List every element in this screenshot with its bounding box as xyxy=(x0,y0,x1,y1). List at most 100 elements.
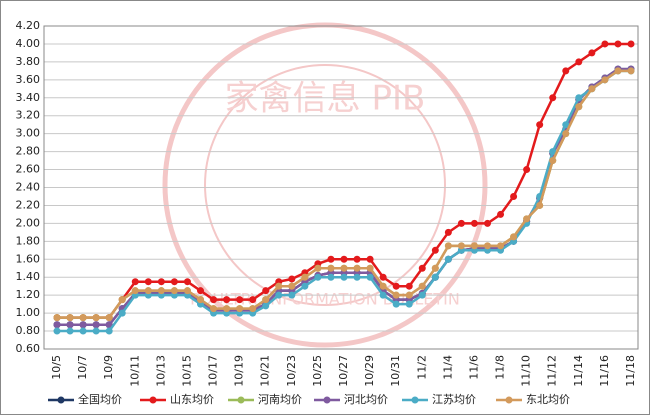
point xyxy=(444,242,452,250)
x-tick-label: 10/29 xyxy=(363,355,376,387)
y-tick-label: 0.60 xyxy=(16,342,41,355)
point xyxy=(144,278,152,286)
point xyxy=(223,305,231,313)
point xyxy=(53,321,61,329)
y-tick-label: 1.60 xyxy=(16,252,41,265)
x-tick-label: 11/4 xyxy=(441,355,454,380)
x-tick-label: 10/9 xyxy=(102,355,115,380)
point xyxy=(249,305,257,313)
point xyxy=(431,273,439,281)
point xyxy=(314,264,322,272)
point xyxy=(157,278,165,286)
x-tick-label: 11/6 xyxy=(467,355,480,380)
point xyxy=(301,282,309,290)
point xyxy=(118,296,126,304)
point xyxy=(170,278,178,286)
point xyxy=(379,282,387,290)
point xyxy=(197,287,204,295)
legend-marker xyxy=(411,396,419,404)
point xyxy=(210,305,218,313)
legend-label: 河北均价 xyxy=(344,393,388,406)
point xyxy=(405,291,413,299)
point xyxy=(418,291,426,299)
x-tick-label: 11/14 xyxy=(572,355,585,387)
point xyxy=(379,291,387,299)
point xyxy=(562,121,570,129)
point xyxy=(53,327,61,335)
point xyxy=(262,296,270,304)
point xyxy=(105,314,113,322)
point xyxy=(236,305,244,313)
point xyxy=(497,210,505,218)
x-tick-label: 10/13 xyxy=(154,355,167,387)
x-tick-label: 11/8 xyxy=(494,355,507,380)
x-tick-label: 10/19 xyxy=(233,355,246,387)
y-tick-label: 3.40 xyxy=(16,91,41,104)
point xyxy=(340,264,348,272)
y-tick-label: 1.00 xyxy=(16,306,41,319)
point xyxy=(366,255,374,263)
point xyxy=(392,291,400,299)
legend-marker xyxy=(237,396,245,404)
point xyxy=(92,314,100,322)
point xyxy=(510,192,518,200)
point xyxy=(105,327,113,335)
point xyxy=(144,287,152,295)
plot-frame xyxy=(43,25,639,350)
point xyxy=(314,273,322,281)
x-tick-label: 11/18 xyxy=(624,355,637,387)
point xyxy=(484,242,491,250)
x-tick-label: 10/7 xyxy=(76,355,89,380)
point xyxy=(170,287,178,295)
point xyxy=(79,327,87,335)
y-tick-label: 4.20 xyxy=(16,19,41,32)
point xyxy=(157,287,165,295)
point xyxy=(327,255,335,263)
watermark-text: 家禽信息 PIB xyxy=(225,79,426,119)
x-tick-label: 10/11 xyxy=(128,355,141,387)
point xyxy=(562,67,570,75)
point xyxy=(223,296,231,304)
x-tick-label: 10/25 xyxy=(311,355,324,387)
point xyxy=(536,201,544,209)
y-tick-label: 1.40 xyxy=(16,270,41,283)
x-tick-label: 10/31 xyxy=(389,355,402,387)
legend-label: 江苏均价 xyxy=(432,393,476,406)
point xyxy=(197,296,204,304)
x-tick-label: 10/17 xyxy=(207,355,220,387)
point xyxy=(588,49,596,57)
point xyxy=(392,282,400,290)
point xyxy=(66,321,74,329)
watermark-ring xyxy=(204,64,446,306)
point xyxy=(262,302,270,310)
point xyxy=(210,296,218,304)
point xyxy=(484,219,491,227)
point xyxy=(262,287,270,295)
point xyxy=(118,309,126,317)
point xyxy=(405,282,413,290)
point xyxy=(53,314,61,322)
point xyxy=(353,255,361,263)
point xyxy=(444,255,452,263)
x-tick-label: 10/21 xyxy=(259,355,272,387)
point xyxy=(418,282,426,290)
point xyxy=(575,94,583,102)
point xyxy=(275,291,283,299)
point xyxy=(236,296,244,304)
point xyxy=(601,40,609,48)
legend-marker xyxy=(505,396,513,404)
point xyxy=(523,215,531,223)
point xyxy=(431,246,439,254)
point xyxy=(288,291,296,299)
point xyxy=(497,242,505,250)
y-tick-label: 3.60 xyxy=(16,73,41,86)
point xyxy=(66,327,74,335)
legend-marker xyxy=(57,396,65,404)
legend-label: 东北均价 xyxy=(526,393,570,406)
point xyxy=(575,58,583,66)
point xyxy=(366,264,374,272)
point xyxy=(79,321,87,329)
point xyxy=(601,76,609,84)
